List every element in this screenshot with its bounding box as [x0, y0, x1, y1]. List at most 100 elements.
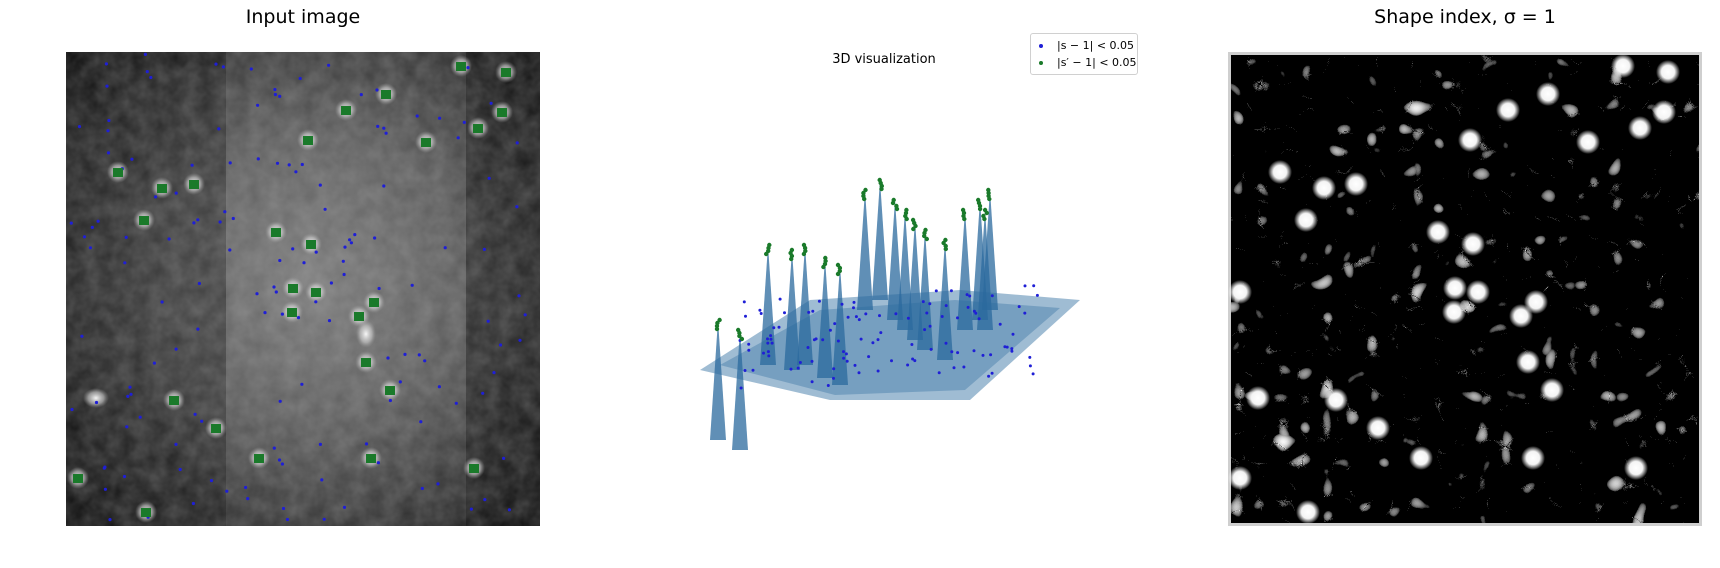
green-marker	[141, 508, 151, 517]
blue-marker	[438, 116, 442, 120]
green-point	[982, 216, 987, 222]
blue-marker	[517, 294, 521, 298]
surface-peak	[887, 200, 903, 320]
surface-peak	[710, 320, 726, 440]
blue-point	[832, 376, 835, 380]
blue-marker	[178, 467, 182, 472]
green-point	[862, 196, 867, 202]
blue-point	[928, 324, 932, 328]
blue-point	[743, 369, 747, 372]
blue-marker	[482, 247, 486, 251]
blue-point	[987, 374, 991, 378]
blue-marker	[126, 394, 130, 398]
green-point	[764, 251, 769, 257]
surface-peak	[982, 190, 998, 310]
blue-point	[817, 299, 821, 303]
blue-point	[766, 341, 770, 345]
blue-point	[772, 326, 776, 330]
blue-marker	[323, 207, 327, 211]
blue-point	[952, 366, 956, 370]
green-marker	[469, 464, 479, 473]
surface-peak	[937, 240, 953, 360]
blue-marker	[515, 141, 519, 145]
blue-marker	[278, 258, 282, 263]
green-point	[977, 206, 983, 212]
blue-point	[762, 351, 765, 355]
bright-blob	[1366, 416, 1390, 440]
surface-peak	[817, 258, 833, 378]
bright-blob	[1516, 350, 1540, 374]
blue-marker	[327, 63, 331, 67]
blue-point	[796, 366, 800, 370]
blue-point	[925, 311, 929, 315]
green-point	[879, 186, 884, 192]
green-point	[789, 256, 794, 262]
blue-marker	[318, 442, 322, 446]
blue-marker	[273, 87, 277, 92]
blue-marker	[263, 311, 267, 315]
blue-marker	[296, 316, 301, 320]
bright-blob	[1442, 300, 1466, 324]
blue-marker	[298, 76, 302, 81]
blue-point	[810, 380, 814, 384]
green-point	[987, 196, 992, 202]
blue-point	[929, 347, 933, 351]
green-marker	[271, 228, 281, 237]
blue-point	[811, 309, 815, 313]
green-marker	[421, 138, 431, 147]
blue-point	[810, 359, 814, 363]
green-marker	[306, 240, 316, 249]
blue-point	[777, 325, 781, 329]
green-marker	[369, 298, 379, 307]
shape-index-panel	[1228, 52, 1702, 526]
green-point	[801, 251, 807, 257]
blue-marker	[274, 290, 278, 294]
green-marker	[366, 454, 376, 463]
blue-marker	[515, 205, 519, 209]
blue-marker	[138, 415, 142, 419]
blue-marker	[375, 88, 379, 92]
input-image-title: Input image	[245, 6, 361, 28]
blue-marker	[190, 163, 194, 167]
blue-marker	[104, 62, 108, 66]
bright-blob	[1409, 446, 1433, 470]
blue-marker	[489, 101, 493, 105]
blue-marker	[348, 238, 352, 242]
blue-marker	[174, 347, 178, 351]
blue-point	[812, 338, 816, 342]
blue-marker	[145, 70, 149, 74]
blue-point	[968, 294, 972, 298]
blue-point	[962, 365, 966, 369]
blue-marker	[106, 151, 111, 155]
blue-marker	[96, 219, 100, 223]
green-marker	[385, 386, 395, 395]
surface-peak	[957, 210, 973, 330]
blue-marker	[454, 401, 458, 405]
blue-marker	[167, 237, 171, 241]
blue-marker	[423, 359, 427, 363]
blue-point	[1010, 347, 1014, 351]
blue-point	[832, 367, 836, 371]
blue-marker	[300, 162, 304, 167]
blue-point	[956, 351, 960, 355]
blue-point	[1005, 345, 1009, 349]
bright-blob	[1296, 500, 1320, 524]
blue-marker	[255, 292, 259, 296]
blue-point	[747, 342, 751, 346]
blue-point	[769, 334, 773, 338]
blue-point	[1031, 372, 1035, 376]
blue-marker	[149, 75, 153, 80]
blue-marker	[218, 220, 222, 224]
green-marker	[303, 136, 313, 145]
blue-marker	[275, 161, 280, 165]
bright-blob	[1228, 280, 1252, 304]
blue-point	[844, 352, 848, 356]
blue-point	[937, 371, 941, 375]
blue-marker	[225, 489, 229, 493]
bright-blob	[1652, 100, 1676, 124]
blue-point	[950, 350, 954, 354]
bright-blob	[1521, 446, 1545, 470]
blue-point	[1023, 284, 1027, 288]
input-image-panel	[66, 52, 540, 526]
blue-point	[974, 311, 978, 315]
